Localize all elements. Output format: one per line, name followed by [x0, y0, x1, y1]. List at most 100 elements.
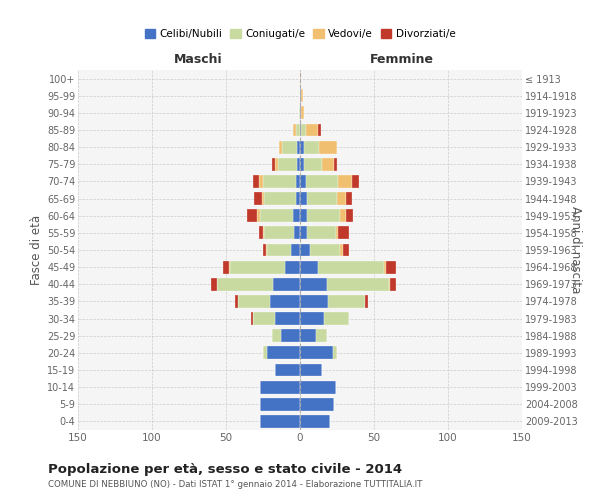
Bar [300, 106, 301, 120]
Bar [337, 192, 346, 205]
Bar [365, 295, 368, 308]
Bar [217, 278, 274, 290]
Bar [296, 124, 300, 136]
Bar [259, 226, 263, 239]
Bar [260, 380, 300, 394]
Bar [253, 175, 259, 188]
Bar [294, 226, 300, 239]
Bar [296, 192, 300, 205]
Text: COMUNE DI NEBBIUNO (NO) - Dati ISTAT 1° gennaio 2014 - Elaborazione TUTTITALIA.I: COMUNE DI NEBBIUNO (NO) - Dati ISTAT 1° … [48, 480, 422, 489]
Bar [263, 346, 268, 360]
Bar [332, 346, 337, 360]
Bar [306, 175, 338, 188]
Bar [386, 260, 396, 274]
Bar [316, 330, 326, 342]
Bar [254, 192, 262, 205]
Bar [229, 260, 230, 274]
Bar [318, 124, 321, 136]
Bar [268, 346, 300, 360]
Bar [268, 244, 291, 256]
Bar [279, 140, 282, 153]
Bar [300, 260, 318, 274]
Bar [306, 124, 318, 136]
Bar [247, 210, 257, 222]
Y-axis label: Anni di nascita: Anni di nascita [569, 206, 581, 294]
Bar [296, 175, 300, 188]
Bar [278, 158, 297, 170]
Bar [300, 244, 310, 256]
Bar [272, 330, 281, 342]
Bar [275, 312, 300, 325]
Bar [389, 278, 390, 290]
Bar [263, 226, 265, 239]
Bar [390, 278, 396, 290]
Text: Maschi: Maschi [173, 54, 222, 66]
Bar [300, 312, 323, 325]
Bar [271, 295, 300, 308]
Bar [340, 244, 343, 256]
Bar [281, 330, 300, 342]
Bar [307, 210, 340, 222]
Bar [262, 192, 265, 205]
Bar [223, 260, 229, 274]
Bar [310, 244, 340, 256]
Bar [301, 124, 306, 136]
Bar [352, 175, 359, 188]
Bar [282, 140, 297, 153]
Bar [291, 244, 300, 256]
Bar [257, 210, 260, 222]
Bar [293, 124, 296, 136]
Bar [230, 260, 285, 274]
Bar [326, 278, 389, 290]
Bar [346, 192, 352, 205]
Bar [307, 226, 335, 239]
Bar [285, 260, 300, 274]
Bar [307, 192, 337, 205]
Bar [300, 415, 329, 428]
Bar [323, 312, 349, 325]
Bar [385, 260, 386, 274]
Bar [300, 90, 301, 102]
Bar [343, 244, 349, 256]
Bar [251, 312, 253, 325]
Bar [238, 295, 271, 308]
Bar [300, 278, 326, 290]
Bar [334, 158, 337, 170]
Bar [301, 106, 304, 120]
Bar [335, 226, 338, 239]
Bar [260, 398, 300, 410]
Bar [300, 158, 304, 170]
Bar [260, 210, 293, 222]
Bar [338, 175, 352, 188]
Bar [275, 364, 300, 376]
Bar [299, 106, 300, 120]
Bar [211, 278, 217, 290]
Bar [266, 244, 268, 256]
Bar [328, 295, 365, 308]
Bar [300, 330, 316, 342]
Bar [300, 295, 328, 308]
Y-axis label: Fasce di età: Fasce di età [29, 215, 43, 285]
Bar [293, 210, 300, 222]
Bar [297, 158, 300, 170]
Bar [274, 278, 300, 290]
Bar [300, 175, 306, 188]
Bar [300, 124, 301, 136]
Bar [319, 140, 337, 153]
Bar [265, 192, 296, 205]
Bar [300, 226, 307, 239]
Text: Femmine: Femmine [370, 54, 434, 66]
Bar [300, 72, 301, 85]
Bar [297, 140, 300, 153]
Bar [340, 210, 346, 222]
Bar [300, 380, 335, 394]
Bar [263, 244, 266, 256]
Bar [300, 210, 307, 222]
Legend: Celibi/Nubili, Coniugati/e, Vedovi/e, Divorziati/e: Celibi/Nubili, Coniugati/e, Vedovi/e, Di… [140, 25, 460, 43]
Bar [253, 312, 275, 325]
Bar [275, 158, 278, 170]
Bar [346, 210, 353, 222]
Bar [300, 398, 334, 410]
Bar [304, 140, 319, 153]
Bar [338, 226, 349, 239]
